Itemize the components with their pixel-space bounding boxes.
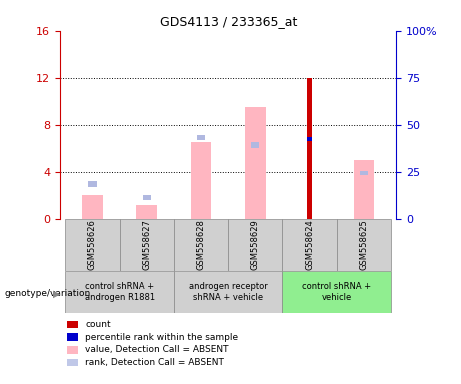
Bar	[307, 78, 313, 219]
Text: value, Detection Call = ABSENT: value, Detection Call = ABSENT	[85, 345, 229, 354]
Bar	[337, 219, 391, 271]
Bar	[245, 107, 266, 219]
Bar	[89, 181, 96, 187]
Bar	[197, 136, 205, 140]
Text: GSM558629: GSM558629	[251, 219, 260, 270]
Bar	[120, 219, 174, 271]
Bar	[283, 219, 337, 271]
Bar	[136, 205, 157, 219]
Bar	[354, 160, 374, 219]
Bar	[143, 195, 151, 200]
Bar	[228, 219, 283, 271]
Text: GSM558624: GSM558624	[305, 219, 314, 270]
Bar	[82, 195, 103, 219]
Bar	[174, 219, 228, 271]
Bar	[65, 219, 120, 271]
Text: percentile rank within the sample: percentile rank within the sample	[85, 333, 238, 342]
Title: GDS4113 / 233365_at: GDS4113 / 233365_at	[160, 15, 297, 28]
Text: rank, Detection Call = ABSENT: rank, Detection Call = ABSENT	[85, 358, 224, 367]
Text: genotype/variation: genotype/variation	[5, 289, 91, 298]
Bar	[360, 170, 368, 175]
Text: androgen receptor
shRNA + vehicle: androgen receptor shRNA + vehicle	[189, 282, 267, 301]
Text: control shRNA +
androgen R1881: control shRNA + androgen R1881	[84, 282, 155, 301]
Bar	[283, 271, 391, 313]
Text: GSM558625: GSM558625	[360, 219, 368, 270]
Bar	[174, 271, 283, 313]
Bar	[191, 142, 211, 219]
Text: GSM558626: GSM558626	[88, 219, 97, 270]
Text: control shRNA +
vehicle: control shRNA + vehicle	[302, 282, 371, 301]
Text: ▶: ▶	[53, 289, 60, 299]
Text: GSM558628: GSM558628	[196, 219, 206, 270]
Bar	[307, 137, 313, 141]
Text: GSM558627: GSM558627	[142, 219, 151, 270]
Bar	[65, 271, 174, 313]
Text: count: count	[85, 320, 111, 329]
Bar	[251, 142, 260, 148]
